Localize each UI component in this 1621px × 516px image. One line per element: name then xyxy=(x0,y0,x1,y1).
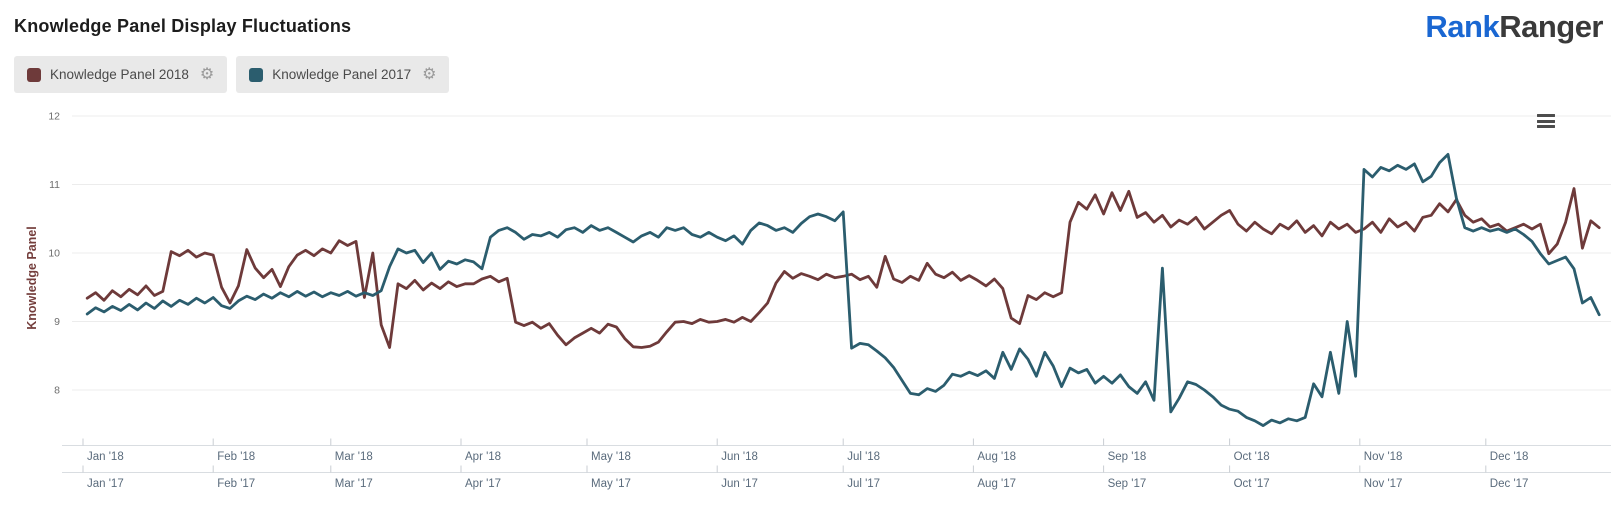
x-tick-label: Mar '18 xyxy=(335,451,373,463)
legend-button-knowledge-panel-2018[interactable]: Knowledge Panel 2018 ⚙ xyxy=(14,56,228,93)
chart-context-menu-icon[interactable] xyxy=(1537,114,1555,131)
x-tick-label: Aug '18 xyxy=(977,451,1016,463)
x-tick-label: May '17 xyxy=(591,478,631,490)
x-tick-label: Oct '18 xyxy=(1234,451,1270,463)
x-tick-label: Jul '18 xyxy=(847,451,880,463)
settings-gear-icon[interactable]: ⚙ xyxy=(199,65,215,83)
x-tick-label: Dec '18 xyxy=(1490,451,1529,463)
hamburger-bar xyxy=(1537,114,1555,117)
x-tick-label: Sep '18 xyxy=(1108,451,1147,463)
y-tick-label: 8 xyxy=(54,385,60,397)
legend-label-2017: Knowledge Panel 2017 xyxy=(272,67,412,82)
x-tick-label: Feb '17 xyxy=(217,478,255,490)
legend-button-knowledge-panel-2017[interactable]: Knowledge Panel 2017 ⚙ xyxy=(236,56,450,93)
x-tick-label: Nov '17 xyxy=(1364,478,1403,490)
y-tick-label: 9 xyxy=(54,316,60,328)
x-tick-label: Apr '18 xyxy=(465,451,501,463)
x-tick-label: Jul '17 xyxy=(847,478,880,490)
x-tick-label: Dec '17 xyxy=(1490,478,1529,490)
series-color-swatch-2017 xyxy=(249,67,264,82)
x-tick-label: Feb '18 xyxy=(217,451,255,463)
page-title: Knowledge Panel Display Fluctuations xyxy=(14,16,352,36)
x-tick-label: Jan '18 xyxy=(87,451,124,463)
x-tick-label: Sep '17 xyxy=(1108,478,1147,490)
logo-text-ranger: Ranger xyxy=(1499,9,1603,44)
chart-legend: Knowledge Panel 2018 ⚙ Knowledge Panel 2… xyxy=(14,56,450,93)
hamburger-bar xyxy=(1537,119,1555,123)
rankranger-logo: RankRanger xyxy=(1425,8,1603,45)
x-tick-label: Oct '17 xyxy=(1234,478,1270,490)
x-tick-label: Jan '17 xyxy=(87,478,124,490)
y-tick-label: 12 xyxy=(48,111,60,123)
x-tick-label: May '18 xyxy=(591,451,631,463)
y-tick-label: 11 xyxy=(49,179,60,191)
x-tick-label: Aug '17 xyxy=(977,478,1016,490)
logo-text-rank: Rank xyxy=(1425,9,1500,44)
x-tick-label: Nov '18 xyxy=(1364,451,1403,463)
x-tick-label: Apr '17 xyxy=(465,478,501,490)
series-line-knowledge-panel-2018[interactable] xyxy=(85,187,1601,349)
x-tick-label: Mar '17 xyxy=(335,478,373,490)
series-line-knowledge-panel-2017[interactable] xyxy=(85,152,1601,428)
settings-gear-icon[interactable]: ⚙ xyxy=(422,65,437,83)
hamburger-bar xyxy=(1537,125,1555,128)
x-tick-label: Jun '17 xyxy=(721,478,758,490)
x-tick-label: Jun '18 xyxy=(721,451,758,463)
y-axis-title: Knowledge Panel xyxy=(25,226,39,330)
y-tick-label: 10 xyxy=(48,248,60,260)
series-color-swatch-2018 xyxy=(27,67,41,82)
legend-label-2018: Knowledge Panel 2018 xyxy=(50,67,189,82)
